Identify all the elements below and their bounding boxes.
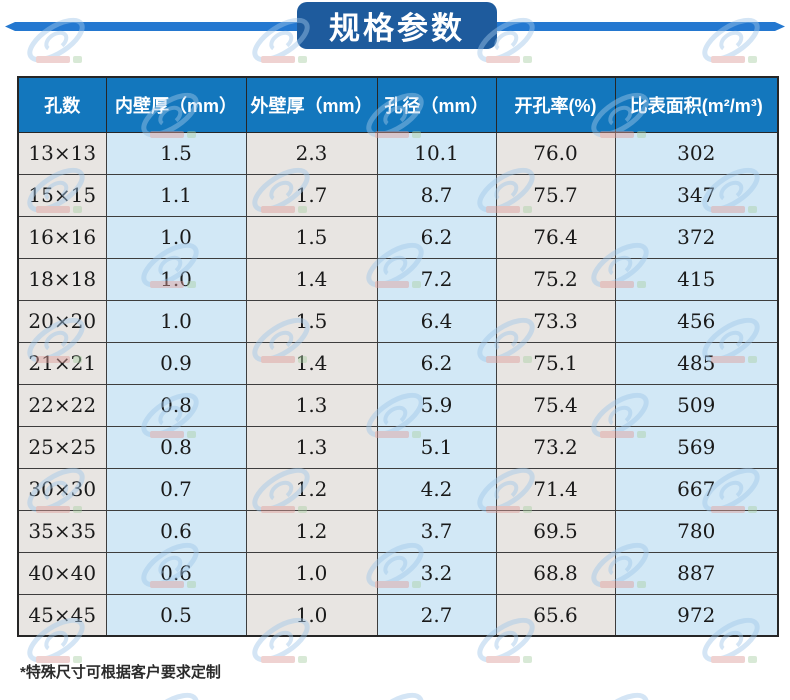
table-cell: 22×22 [17, 383, 107, 427]
table-cell: 302 [614, 131, 779, 175]
table-row: 25×25 0.8 1.3 5.1 73.2 569 [17, 425, 779, 469]
spec-table: 孔数 内壁厚（mm） 外壁厚（mm） 孔径（mm） 开孔率(%) 比表面积(m²/m³) … [17, 76, 779, 637]
table-cell: 76.0 [495, 131, 616, 175]
table-cell: 8.7 [376, 173, 497, 217]
table-cell: 0.6 [105, 551, 247, 595]
table-cell: 40×40 [17, 551, 107, 595]
column-header: 孔数 [17, 76, 107, 133]
table-header-row: 孔数 内壁厚（mm） 外壁厚（mm） 孔径（mm） 开孔率(%) 比表面积(m²/m³) [17, 76, 779, 133]
column-header: 孔径（mm） [376, 76, 497, 133]
table-cell: 0.6 [105, 509, 247, 553]
table-cell: 372 [614, 215, 779, 259]
table-cell: 18×18 [17, 257, 107, 301]
table-cell: 415 [614, 257, 779, 301]
table-cell: 10.1 [376, 131, 497, 175]
table-cell: 1.2 [245, 509, 378, 553]
table-cell: 0.7 [105, 467, 247, 511]
table-row: 16×16 1.0 1.5 6.2 76.4 372 [17, 215, 779, 259]
table-cell: 30×30 [17, 467, 107, 511]
table-cell: 7.2 [376, 257, 497, 301]
table-cell: 25×25 [17, 425, 107, 469]
table-cell: 1.1 [105, 173, 247, 217]
table-cell: 3.2 [376, 551, 497, 595]
column-header: 内壁厚（mm） [105, 76, 247, 133]
table-cell: 45×45 [17, 593, 107, 637]
table-row: 30×30 0.7 1.2 4.2 71.4 667 [17, 467, 779, 511]
table-cell: 76.4 [495, 215, 616, 259]
column-header: 比表面积(m²/m³) [614, 76, 779, 133]
table-row: 15×15 1.1 1.7 8.7 75.7 347 [17, 173, 779, 217]
table-cell: 65.6 [495, 593, 616, 637]
table-row: 18×18 1.0 1.4 7.2 75.2 415 [17, 257, 779, 301]
table-row: 22×22 0.8 1.3 5.9 75.4 509 [17, 383, 779, 427]
table-cell: 1.5 [105, 131, 247, 175]
table-cell: 667 [614, 467, 779, 511]
table-cell: 5.9 [376, 383, 497, 427]
table-cell: 887 [614, 551, 779, 595]
table-cell: 71.4 [495, 467, 616, 511]
table-cell: 16×16 [17, 215, 107, 259]
table-row: 40×40 0.6 1.0 3.2 68.8 887 [17, 551, 779, 595]
table-cell: 75.2 [495, 257, 616, 301]
table-row: 35×35 0.6 1.2 3.7 69.5 780 [17, 509, 779, 553]
table-cell: 509 [614, 383, 779, 427]
table-cell: 69.5 [495, 509, 616, 553]
table-cell: 1.5 [245, 299, 378, 343]
page-title: 规格参数 [329, 11, 465, 46]
table-cell: 68.8 [495, 551, 616, 595]
footnote: *特殊尺寸可根据客户要求定制 [20, 664, 221, 681]
table-cell: 73.2 [495, 425, 616, 469]
table-cell: 1.2 [245, 467, 378, 511]
table-cell: 1.3 [245, 383, 378, 427]
table-cell: 2.3 [245, 131, 378, 175]
table-cell: 347 [614, 173, 779, 217]
table-cell: 1.0 [105, 215, 247, 259]
table-cell: 6.2 [376, 341, 497, 385]
title-banner: 规格参数 [297, 2, 497, 49]
column-header: 开孔率(%) [495, 76, 616, 133]
table-cell: 4.2 [376, 467, 497, 511]
table-cell: 15×15 [17, 173, 107, 217]
table-cell: 1.4 [245, 341, 378, 385]
table-row: 45×45 0.5 1.0 2.7 65.6 972 [17, 593, 779, 637]
table-cell: 1.0 [105, 299, 247, 343]
table-cell: 3.7 [376, 509, 497, 553]
table-row: 21×21 0.9 1.4 6.2 75.1 485 [17, 341, 779, 385]
table-cell: 485 [614, 341, 779, 385]
table-cell: 6.4 [376, 299, 497, 343]
table-cell: 73.3 [495, 299, 616, 343]
table-cell: 1.3 [245, 425, 378, 469]
table-cell: 0.9 [105, 341, 247, 385]
table-cell: 972 [614, 593, 779, 637]
table-cell: 6.2 [376, 215, 497, 259]
table-cell: 1.0 [105, 257, 247, 301]
table-cell: 0.8 [105, 425, 247, 469]
table-cell: 21×21 [17, 341, 107, 385]
table-cell: 1.0 [245, 551, 378, 595]
table-cell: 0.5 [105, 593, 247, 637]
table-cell: 0.8 [105, 383, 247, 427]
table-row: 20×20 1.0 1.5 6.4 73.3 456 [17, 299, 779, 343]
table-cell: 75.1 [495, 341, 616, 385]
table-cell: 13×13 [17, 131, 107, 175]
table-cell: 35×35 [17, 509, 107, 553]
table-cell: 569 [614, 425, 779, 469]
table-cell: 780 [614, 509, 779, 553]
table-cell: 75.4 [495, 383, 616, 427]
table-cell: 1.0 [245, 593, 378, 637]
table-cell: 20×20 [17, 299, 107, 343]
column-header: 外壁厚（mm） [245, 76, 378, 133]
table-row: 13×13 1.5 2.3 10.1 76.0 302 [17, 131, 779, 175]
table-cell: 456 [614, 299, 779, 343]
table-cell: 1.5 [245, 215, 378, 259]
table-cell: 2.7 [376, 593, 497, 637]
table-cell: 1.4 [245, 257, 378, 301]
table-cell: 75.7 [495, 173, 616, 217]
table-cell: 1.7 [245, 173, 378, 217]
table-cell: 5.1 [376, 425, 497, 469]
